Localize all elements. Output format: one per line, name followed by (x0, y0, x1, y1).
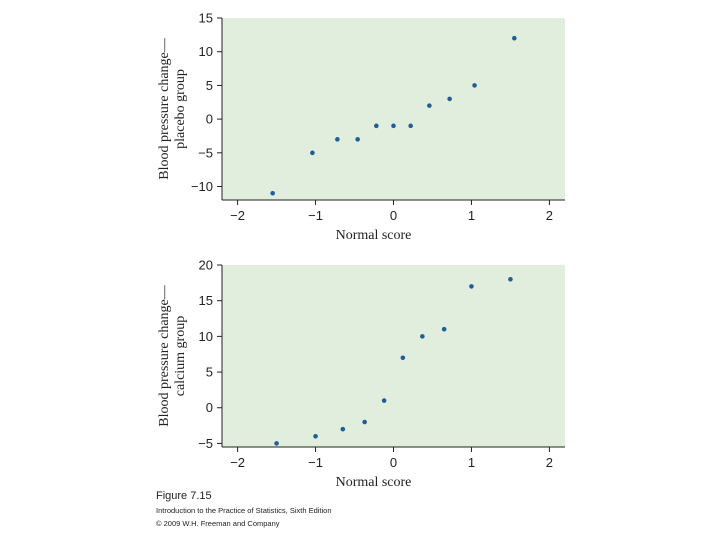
data-point (420, 334, 425, 339)
plot-area (222, 18, 565, 200)
x-tick-label: 0 (390, 455, 397, 470)
data-point (400, 355, 406, 361)
data-point (374, 123, 379, 129)
data-point (381, 398, 387, 403)
x-tick-label: −1 (308, 455, 323, 470)
x-tick-label: 1 (468, 208, 475, 223)
data-point (472, 83, 477, 88)
data-point (313, 433, 318, 439)
data-point (391, 123, 396, 129)
data-point (340, 426, 346, 432)
plot-area (222, 265, 565, 447)
x-tick-label: 2 (546, 208, 553, 223)
scatter-plot-2: −5 0 5 10 15 20 −2 −1 0 1 2 Normal score Blood press… (157, 258, 565, 490)
y-tick-label: 20 (199, 258, 213, 273)
data-point (408, 123, 413, 129)
y-tick-label: 10 (199, 329, 213, 344)
data-point (355, 137, 360, 142)
y-axis-title-line: Blood pressure change— (157, 284, 172, 427)
data-point (335, 137, 340, 142)
y-tick-label: −5 (198, 436, 213, 451)
figure-caption: Figure 7.15 (156, 490, 212, 502)
y-tick-label: 0 (206, 400, 213, 415)
x-tick-label: −2 (230, 455, 245, 470)
data-point (469, 284, 474, 289)
y-tick-label: 10 (199, 44, 213, 59)
x-tick-label: −1 (308, 208, 323, 223)
y-tick-label: −5 (198, 145, 213, 160)
copyright-notice: © 2009 W.H. Freeman and Company (156, 519, 280, 528)
data-point (447, 96, 452, 102)
data-point (274, 441, 279, 446)
data-point (362, 419, 367, 425)
data-point (270, 190, 275, 196)
data-point (508, 276, 513, 282)
y-axis-title-line: Blood pressure change— (157, 37, 172, 180)
x-axis-title: Normal score (336, 475, 412, 490)
book-title: Introduction to the Practice of Statisti… (156, 506, 332, 515)
x-tick-label: 0 (390, 208, 397, 223)
data-point (441, 326, 447, 332)
x-tick-label: −2 (230, 208, 245, 223)
y-tick-label: 5 (206, 78, 213, 93)
y-tick-label: 5 (206, 365, 213, 380)
data-point (427, 103, 432, 108)
x-tick-label: 1 (468, 455, 475, 470)
y-axis-title-line: placebo group (173, 69, 188, 149)
y-tick-label: −10 (191, 179, 213, 194)
x-tick-label: 2 (546, 455, 553, 470)
data-point (512, 35, 517, 41)
x-axis-title: Normal score (336, 228, 412, 243)
y-tick-label: 15 (199, 293, 213, 308)
y-axis-title-line: calcium group (173, 316, 188, 396)
data-point (310, 150, 315, 156)
y-tick-label: 0 (206, 112, 213, 127)
y-tick-label: 15 (199, 11, 213, 26)
